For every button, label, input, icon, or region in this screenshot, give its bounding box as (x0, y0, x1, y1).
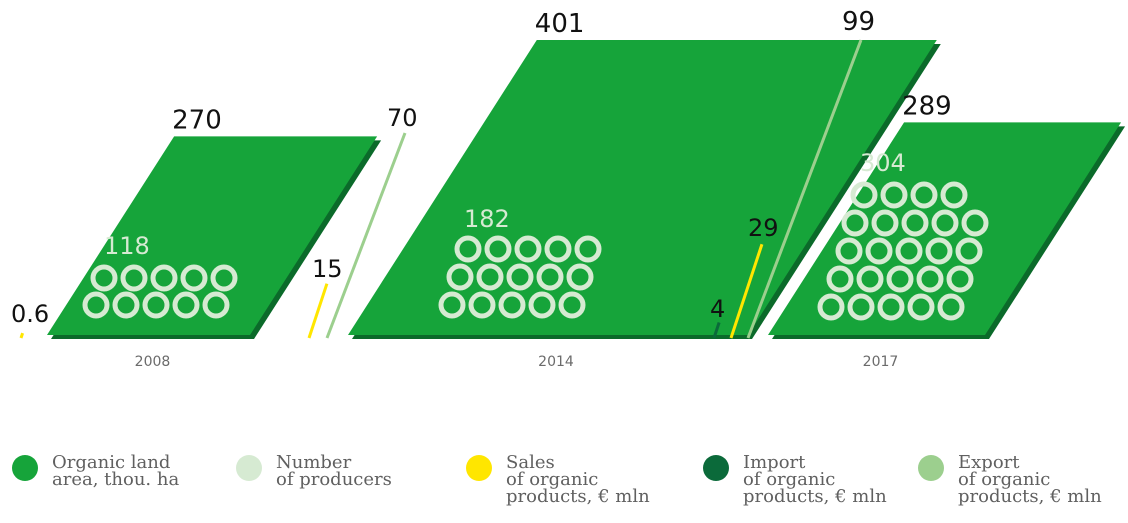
legend-item-export: Export of organic products, € mln (918, 452, 1102, 507)
export-bar-2014 (325, 132, 407, 339)
land-area-bar-2008 (47, 136, 378, 335)
producer-value-label-2014: 182 (464, 205, 510, 233)
producer-2017-ring (895, 237, 923, 265)
producer-2017-ring (916, 265, 944, 293)
land-value-label-2017: 289 (902, 91, 952, 121)
producer-2014-ring (574, 235, 602, 263)
legend-label-land: Organic land area, thou. ha (52, 452, 180, 490)
land-area-bar-2017 (768, 122, 1122, 335)
producer-2017-ring (847, 293, 875, 321)
producer-2017-ring (817, 293, 845, 321)
producer-2017-ring (856, 265, 884, 293)
producer-2017-ring (961, 209, 989, 237)
import-bar-2017 (712, 322, 721, 339)
legend-item-import: Import of organic products, € mln (703, 452, 887, 507)
producer-2014-ring (476, 263, 504, 291)
legend-item-land: Organic land area, thou. ha (12, 452, 180, 490)
producer-2008-ring (150, 264, 178, 292)
producer-2017-ring (940, 181, 968, 209)
producer-2014-ring (446, 263, 474, 291)
land-value-label-2014: 401 (535, 9, 585, 39)
legend-swatch-export (918, 455, 944, 481)
sales-value-label-2017: 29 (748, 214, 779, 242)
sales-bar-2014 (307, 283, 329, 339)
producer-2014-ring (558, 291, 586, 319)
producer-2017-ring (910, 181, 938, 209)
land-value-label-2008: 270 (172, 105, 222, 135)
legend-label-sales: Sales of organic products, € mln (506, 452, 650, 507)
export-value-label-2014: 70 (387, 104, 418, 132)
producer-2014-ring (514, 235, 542, 263)
producer-2014-ring (484, 235, 512, 263)
year-label-2008: 2008 (135, 354, 171, 370)
legend-swatch-land (12, 455, 38, 481)
producer-2017-ring (931, 209, 959, 237)
export-value-label-2017: 99 (842, 7, 875, 37)
producer-2008-ring (172, 291, 200, 319)
producer-2014-ring (536, 263, 564, 291)
producer-2017-ring (841, 209, 869, 237)
producer-value-label-2017: 304 (860, 149, 906, 177)
producer-2014-ring (528, 291, 556, 319)
producer-2014-ring (468, 291, 496, 319)
producer-2017-ring (955, 237, 983, 265)
producer-2008-ring (82, 291, 110, 319)
import-value-label-2017: 4 (710, 295, 725, 323)
producer-2017-ring (865, 237, 893, 265)
producer-2017-ring (886, 265, 914, 293)
year-label-2017: 2017 (863, 354, 899, 370)
producer-2008-ring (202, 291, 230, 319)
producer-2008-ring (120, 264, 148, 292)
legend-swatch-import (703, 455, 729, 481)
producer-2008-ring (90, 264, 118, 292)
export-bar-2017 (746, 39, 863, 339)
producer-2017-ring (877, 293, 905, 321)
year-label-2014: 2014 (538, 354, 574, 370)
sales-value-label-2008: 0.6 (11, 300, 49, 328)
producer-2014-ring (498, 291, 526, 319)
legend-label-import: Import of organic products, € mln (743, 452, 887, 507)
sales-bar-2017 (729, 243, 764, 339)
legend-swatch-producers (236, 455, 262, 481)
producer-2017-ring (835, 237, 863, 265)
producer-2017-ring (946, 265, 974, 293)
sales-bar-2008 (19, 332, 25, 339)
producer-2008-ring (180, 264, 208, 292)
producer-2008-ring (112, 291, 140, 319)
legend-label-export: Export of organic products, € mln (958, 452, 1102, 507)
producer-2014-ring (544, 235, 572, 263)
producer-2014-ring (438, 291, 466, 319)
producer-2017-ring (871, 209, 899, 237)
producer-value-label-2008: 118 (104, 232, 150, 260)
producer-2017-ring (850, 181, 878, 209)
producer-2008-ring (210, 264, 238, 292)
producer-2017-ring (925, 237, 953, 265)
sales-value-label-2014: 15 (312, 255, 343, 283)
producer-2017-ring (937, 293, 965, 321)
producer-2014-ring (566, 263, 594, 291)
producer-2017-ring (826, 265, 854, 293)
producer-2014-ring (454, 235, 482, 263)
producer-2017-ring (907, 293, 935, 321)
legend-item-sales: Sales of organic products, € mln (466, 452, 650, 507)
legend-item-producers: Number of producers (236, 452, 392, 490)
producer-2014-ring (506, 263, 534, 291)
legend-swatch-sales (466, 455, 492, 481)
producer-2017-ring (880, 181, 908, 209)
producer-2008-ring (142, 291, 170, 319)
legend-label-producers: Number of producers (276, 452, 392, 490)
producer-2017-ring (901, 209, 929, 237)
